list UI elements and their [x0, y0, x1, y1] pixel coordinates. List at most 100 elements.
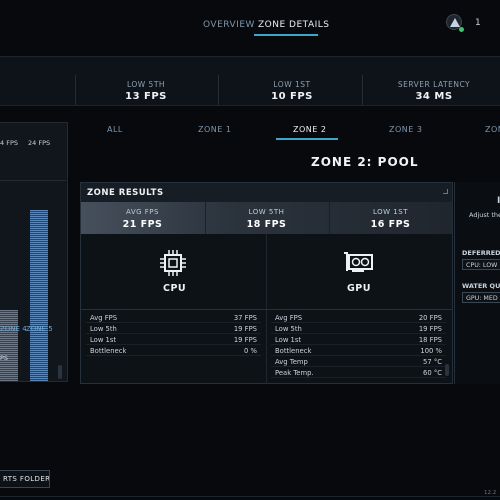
scrollbar[interactable] [445, 364, 449, 376]
water-quality-label: WATER QUA [462, 282, 500, 290]
avg-label: LOW 1ST [373, 208, 408, 216]
gpu-row-avg-fps: Avg FPS 20 FPS [271, 312, 446, 323]
divider [75, 75, 76, 105]
gpu-row-peak-temp: Peak Temp. 60 °C [271, 367, 446, 378]
zone-tab-all[interactable]: ALL [107, 125, 123, 134]
scrollbar[interactable] [58, 365, 62, 379]
zone-5-value: 24 FPS [28, 139, 51, 147]
summary-value: 10 FPS [271, 91, 313, 102]
row-value: 100 % [420, 347, 442, 355]
avg-value: 21 FPS [122, 219, 163, 230]
row-key: Low 1st [90, 336, 117, 344]
low-1st-cell: LOW 1ST 16 FPS [329, 202, 452, 234]
divider [218, 75, 219, 105]
row-value: 57 °C [423, 358, 442, 366]
resize-handle-icon[interactable] [443, 189, 448, 194]
summary-low-1st: LOW 1ST 10 FPS [232, 57, 352, 107]
row-value: 37 FPS [233, 314, 257, 322]
row-key: Peak Temp. [275, 369, 314, 377]
summary-value: 13 FPS [125, 91, 167, 102]
cpu-label: CPU [163, 283, 187, 294]
deferred-label: DEFERRED [462, 249, 500, 257]
row-value: 18 FPS [418, 336, 442, 344]
divider [329, 202, 330, 234]
zone-results-panel: ZONE RESULTS AVG FPS 21 FPS LOW 5TH 18 F… [80, 182, 453, 384]
zone-tab-2[interactable]: ZONE 2 [293, 125, 327, 134]
settings-panel: I Adjust the DEFERRED CPU: LOW WATER QUA… [454, 182, 500, 384]
row-value: 19 FPS [418, 325, 442, 333]
row-key: Low 5th [90, 325, 117, 333]
avg-label: LOW 5TH [248, 208, 285, 216]
row-value: 0 % [244, 347, 257, 355]
avg-fps-cell: AVG FPS 21 FPS [81, 202, 204, 234]
divider [0, 180, 66, 181]
avg-value: 18 FPS [246, 219, 287, 230]
row-value: 60 °C [423, 369, 442, 377]
water-quality-dropdown[interactable]: GPU: MED [462, 292, 500, 303]
summary-server-latency: SERVER LATENCY 34 MS [374, 57, 494, 107]
cpu-icon [159, 249, 187, 281]
bar-zone-4 [0, 310, 18, 381]
gpu-icon [342, 249, 374, 281]
gpu-label: GPU [347, 283, 371, 294]
active-zone-indicator [276, 138, 338, 140]
avg-value: 16 FPS [370, 219, 411, 230]
settings-description: Adjust the [469, 211, 500, 219]
divider [362, 75, 363, 105]
row-key: Avg FPS [90, 314, 118, 322]
gpu-row-low-1st: Low 1st 18 FPS [271, 334, 446, 345]
zone-tab-4[interactable]: ZON [485, 125, 500, 134]
divider [0, 496, 500, 497]
results-title: ZONE RESULTS [87, 188, 164, 198]
gpu-row-avg-temp: Avg Temp 57 °C [271, 356, 446, 367]
summary-label: SERVER LATENCY [397, 80, 471, 89]
summary-value: 34 MS [415, 91, 453, 102]
row-key: Low 1st [275, 336, 302, 344]
gpu-row-low-5th: Low 5th 19 FPS [271, 323, 446, 334]
bar-zone-5 [30, 210, 48, 381]
summary-label: LOW 5TH [126, 80, 166, 89]
row-key: Bottleneck [275, 347, 312, 355]
cpu-row-low-5th: Low 5th 19 FPS [86, 323, 261, 334]
active-tab-indicator [254, 34, 318, 36]
zone-4-label: ZONE 4 [0, 325, 27, 333]
top-number: 1 [475, 18, 481, 28]
divider [81, 309, 452, 310]
cpu-row-bottleneck: Bottleneck 0 % [86, 345, 261, 356]
warning-icon[interactable] [446, 14, 462, 30]
top-navigation: OVERVIEW ZONE DETAILS 1 [0, 0, 500, 56]
row-key: Bottleneck [90, 347, 127, 355]
zone-4-value: 4 FPS [0, 139, 18, 147]
row-value: 19 FPS [233, 325, 257, 333]
bar-area [0, 184, 66, 381]
divider [205, 202, 206, 234]
tab-zone-details[interactable]: ZONE DETAILS [258, 20, 330, 30]
zone-comparison-panel: 4 FPS 24 FPS [0, 122, 68, 382]
row-value: 19 FPS [233, 336, 257, 344]
results-header: ZONE RESULTS [81, 183, 452, 202]
avg-label: AVG FPS [126, 208, 159, 216]
tab-overview[interactable]: OVERVIEW [203, 20, 255, 30]
summary-bar: LOW 5TH 13 FPS LOW 1ST 10 FPS SERVER LAT… [0, 56, 500, 106]
low-5th-cell: LOW 5TH 18 FPS [205, 202, 328, 234]
results-summary-row: AVG FPS 21 FPS LOW 5TH 18 FPS LOW 1ST 16… [81, 202, 452, 234]
zone-tab-3[interactable]: ZONE 3 [389, 125, 423, 134]
gpu-row-bottleneck: Bottleneck 100 % [271, 345, 446, 356]
summary-low-5th: LOW 5TH 13 FPS [86, 57, 206, 107]
summary-label: LOW 1ST [273, 80, 311, 89]
deferred-dropdown[interactable]: CPU: LOW [462, 259, 500, 270]
zone-tab-1[interactable]: ZONE 1 [198, 125, 232, 134]
settings-title: I [497, 196, 500, 206]
zone-5-label: ZONE 5 [26, 325, 53, 333]
version-text: 12.2 [484, 490, 497, 496]
cpu-row-avg-fps: Avg FPS 37 FPS [86, 312, 261, 323]
cpu-row-low-1st: Low 1st 19 FPS [86, 334, 261, 345]
open-results-folder-button[interactable]: RTS FOLDER [0, 470, 50, 488]
left-panel-text: PS [0, 354, 9, 362]
status-dot-icon [459, 27, 464, 32]
row-key: Avg Temp [275, 358, 308, 366]
row-value: 20 FPS [418, 314, 442, 322]
row-key: Low 5th [275, 325, 302, 333]
row-key: Avg FPS [275, 314, 303, 322]
zone-title: ZONE 2: POOL [311, 155, 419, 169]
